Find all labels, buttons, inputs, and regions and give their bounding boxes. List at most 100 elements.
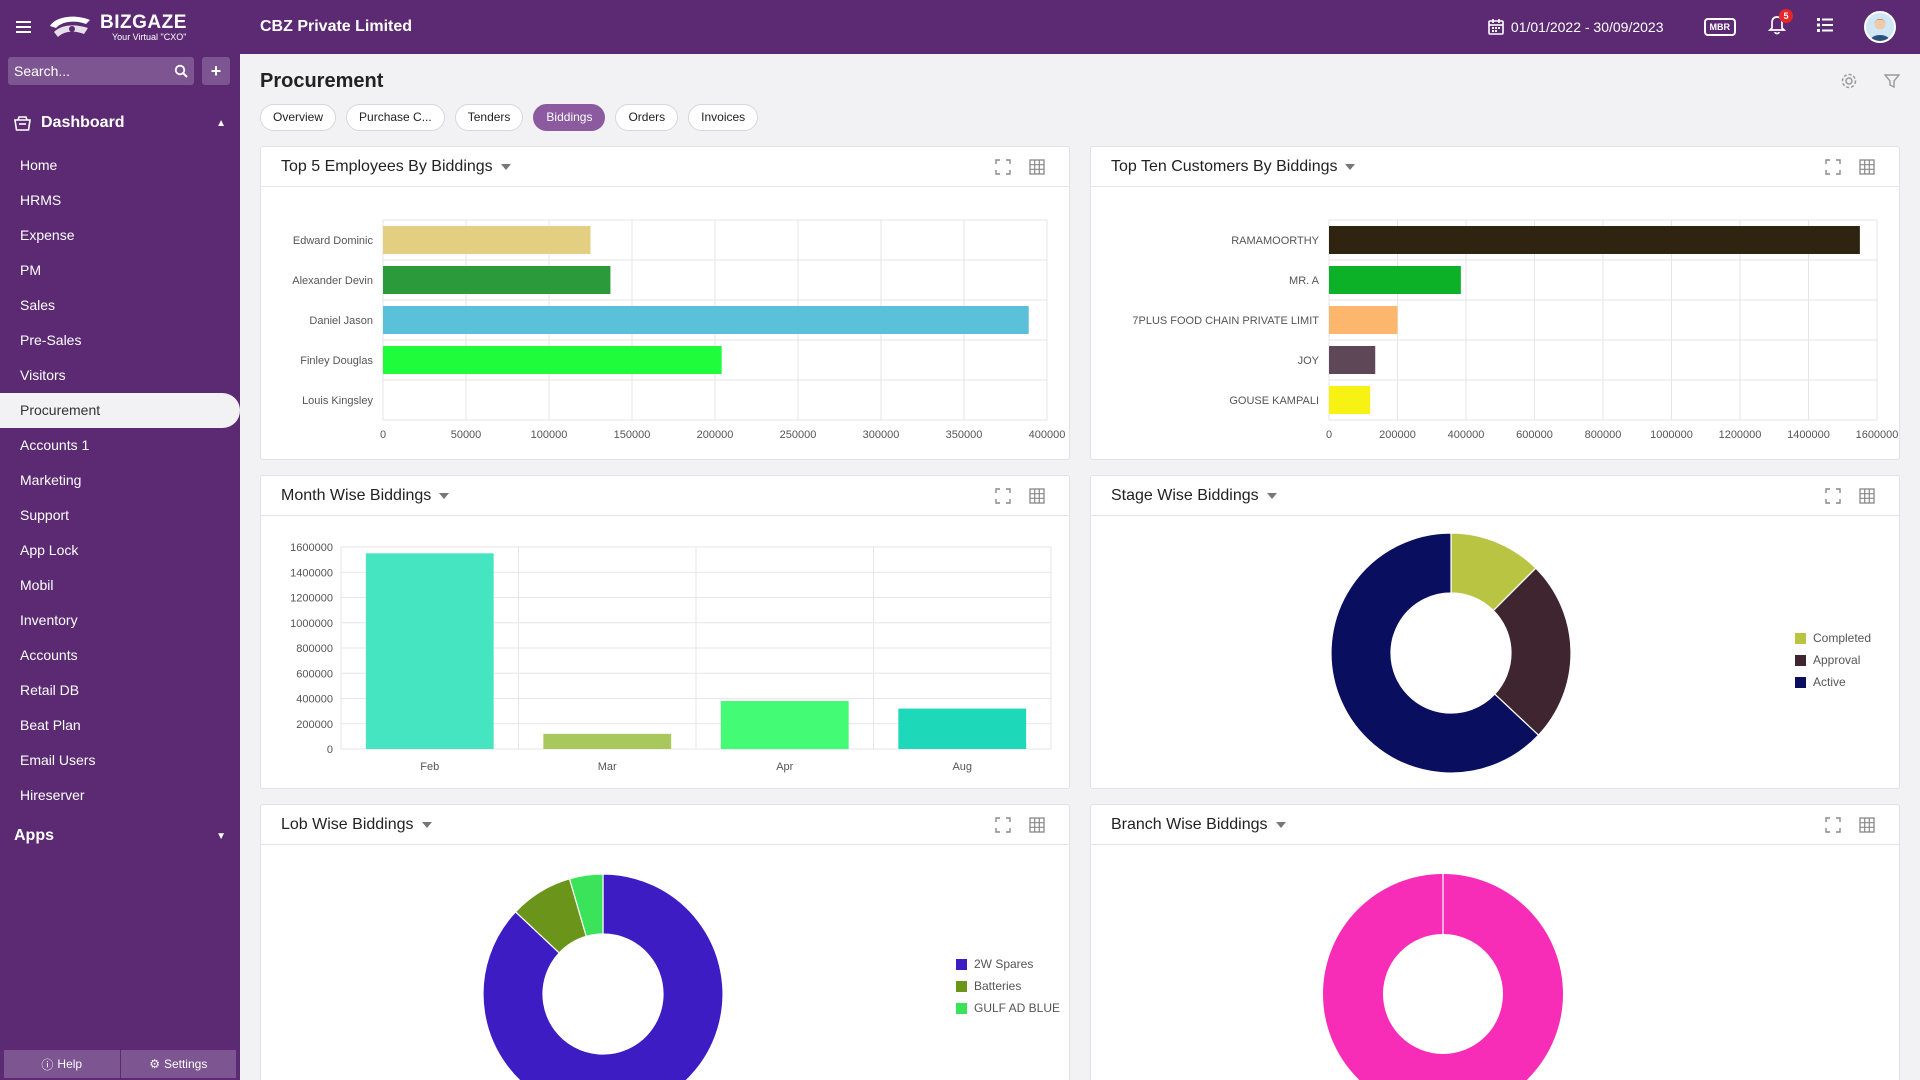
bar[interactable] bbox=[383, 346, 722, 374]
sidebar-item-hireserver[interactable]: Hireserver bbox=[20, 787, 85, 803]
bar[interactable] bbox=[365, 553, 494, 749]
task-list-button[interactable] bbox=[1816, 16, 1834, 39]
category-label: Feb bbox=[420, 761, 439, 773]
dashboard-section-header[interactable]: Dashboard ▲ bbox=[0, 106, 240, 140]
sidebar-item-accounts-1[interactable]: Accounts 1 bbox=[20, 437, 90, 453]
add-button[interactable]: + bbox=[202, 57, 230, 85]
expand-icon[interactable] bbox=[1825, 816, 1841, 833]
tab-orders[interactable]: Orders bbox=[615, 104, 679, 131]
bar[interactable] bbox=[543, 733, 672, 749]
expand-icon[interactable] bbox=[1825, 487, 1841, 504]
x-tick-label: 200000 bbox=[1379, 429, 1416, 441]
dashboard-settings-icon[interactable] bbox=[1840, 72, 1858, 95]
donut-slice[interactable] bbox=[482, 873, 724, 1080]
table-view-icon[interactable] bbox=[1859, 158, 1875, 175]
sidebar-item-inventory[interactable]: Inventory bbox=[20, 612, 78, 628]
expand-icon[interactable] bbox=[995, 158, 1011, 175]
card-top-customers: Top Ten Customers By Biddings 0 200000 400… bbox=[1090, 146, 1900, 460]
x-tick-label: 150000 bbox=[614, 429, 651, 441]
tab-biddings[interactable]: Biddings bbox=[533, 104, 606, 131]
legend-label: 2W Spares bbox=[974, 957, 1033, 971]
hamburger-menu-icon[interactable] bbox=[0, 0, 46, 54]
expand-icon[interactable] bbox=[995, 487, 1011, 504]
bar[interactable] bbox=[383, 306, 1029, 334]
bar[interactable] bbox=[720, 701, 849, 749]
bar[interactable] bbox=[1329, 266, 1461, 294]
table-view-icon[interactable] bbox=[1029, 487, 1045, 504]
sidebar-item-email-users[interactable]: Email Users bbox=[20, 752, 96, 768]
legend-swatch bbox=[1795, 633, 1806, 644]
search-box[interactable] bbox=[8, 57, 194, 85]
sidebar-item-sales[interactable]: Sales bbox=[20, 297, 56, 313]
category-label: 7PLUS FOOD CHAIN PRIVATE LIMIT bbox=[1132, 315, 1319, 327]
chevron-down-icon[interactable] bbox=[1275, 821, 1286, 828]
x-tick-label: 800000 bbox=[1585, 429, 1622, 441]
mbr-button[interactable]: MBR bbox=[1703, 18, 1736, 36]
donut-slice[interactable] bbox=[568, 873, 604, 938]
x-tick-label: 0 bbox=[1326, 429, 1332, 441]
search-icon[interactable] bbox=[174, 64, 188, 78]
tab-invoices[interactable]: Invoices bbox=[688, 104, 759, 131]
filter-icon[interactable] bbox=[1883, 73, 1901, 94]
y-tick-label: 400000 bbox=[296, 694, 333, 706]
date-range-picker[interactable]: 01/01/2022 - 30/09/2023 bbox=[1487, 18, 1664, 36]
apps-section-label: Apps bbox=[14, 827, 54, 844]
legend-swatch bbox=[956, 959, 967, 970]
sidebar-item-visitors[interactable]: Visitors bbox=[20, 367, 66, 383]
card-month-wise: Month Wise Biddings 0 200000 400000 600000 8… bbox=[260, 475, 1070, 789]
sidebar-item-support[interactable]: Support bbox=[20, 507, 70, 523]
y-tick-label: 800000 bbox=[296, 643, 333, 655]
sidebar-item-hrms[interactable]: HRMS bbox=[20, 192, 62, 208]
expand-icon[interactable] bbox=[995, 816, 1011, 833]
help-button[interactable]: ⓘ Help bbox=[4, 1050, 120, 1078]
notifications-button[interactable]: 5 bbox=[1767, 8, 1793, 40]
donut-slice[interactable] bbox=[1330, 532, 1540, 774]
x-tick-label: 0 bbox=[380, 429, 386, 441]
chevron-down-icon[interactable] bbox=[500, 163, 511, 170]
bar[interactable] bbox=[1329, 306, 1398, 334]
brand-name: BIZGAZE bbox=[100, 12, 187, 33]
bar[interactable] bbox=[898, 708, 1027, 749]
customers-bar-chart: 0 200000 400000 600000 800000 1000000 1200000 1… bbox=[1132, 219, 1898, 441]
bar[interactable] bbox=[1329, 386, 1371, 414]
brand-tagline: Your Virtual "CXO" bbox=[112, 32, 187, 42]
category-label: Aug bbox=[952, 761, 972, 773]
sidebar-item-accounts[interactable]: Accounts bbox=[20, 647, 78, 663]
bar[interactable] bbox=[1329, 346, 1376, 374]
table-view-icon[interactable] bbox=[1859, 816, 1875, 833]
tab-overview[interactable]: Overview bbox=[260, 104, 337, 131]
bar[interactable] bbox=[383, 226, 591, 254]
sidebar-item-beat-plan[interactable]: Beat Plan bbox=[20, 717, 81, 733]
chevron-down-icon[interactable] bbox=[421, 821, 432, 828]
x-tick-label: 300000 bbox=[863, 429, 900, 441]
user-avatar[interactable] bbox=[1864, 11, 1896, 43]
chevron-down-icon[interactable] bbox=[1266, 492, 1277, 499]
bar[interactable] bbox=[383, 266, 611, 294]
sidebar-item-retail-db[interactable]: Retail DB bbox=[20, 682, 80, 698]
sidebar-item-mobil[interactable]: Mobil bbox=[20, 577, 54, 593]
sidebar-item-home[interactable]: Home bbox=[20, 157, 58, 173]
list-icon bbox=[1817, 17, 1833, 32]
bar[interactable] bbox=[1329, 226, 1860, 254]
table-view-icon[interactable] bbox=[1029, 158, 1045, 175]
settings-button[interactable]: ⚙ Settings bbox=[119, 1050, 237, 1078]
chevron-down-icon[interactable] bbox=[1345, 163, 1356, 170]
sidebar-item-app-lock[interactable]: App Lock bbox=[20, 542, 79, 558]
search-input[interactable] bbox=[14, 63, 164, 79]
table-view-icon[interactable] bbox=[1859, 487, 1875, 504]
brand-logo[interactable]: BIZGAZE Your Virtual "CXO" bbox=[46, 0, 256, 54]
sidebar-item-procurement[interactable]: Procurement bbox=[0, 393, 240, 428]
table-view-icon[interactable] bbox=[1029, 816, 1045, 833]
sidebar-item-pre-sales[interactable]: Pre-Sales bbox=[20, 332, 82, 348]
tab-tenders[interactable]: Tenders bbox=[454, 104, 524, 131]
employees-bar-chart: 0 50000 100000 150000 200000 250000 300000 3500… bbox=[292, 219, 1065, 441]
donut-slice[interactable] bbox=[1492, 567, 1572, 736]
expand-icon[interactable] bbox=[1825, 158, 1841, 175]
legend-swatch bbox=[1795, 677, 1806, 688]
chevron-down-icon[interactable] bbox=[439, 492, 450, 499]
sidebar-item-marketing[interactable]: Marketing bbox=[20, 472, 82, 488]
sidebar-item-expense[interactable]: Expense bbox=[20, 227, 75, 243]
tab-purchase-c[interactable]: Purchase C... bbox=[346, 104, 445, 131]
apps-section-header[interactable]: Apps ▼ bbox=[0, 819, 240, 853]
sidebar-item-pm[interactable]: PM bbox=[20, 262, 41, 278]
